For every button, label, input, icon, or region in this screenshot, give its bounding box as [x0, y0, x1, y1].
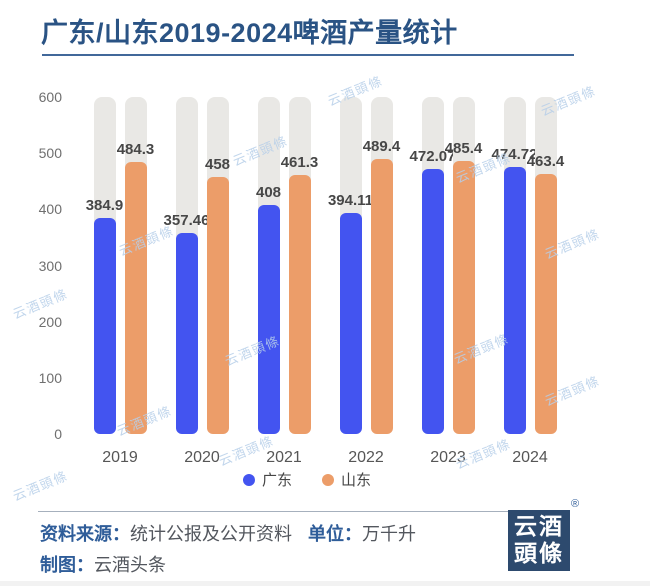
bar-value-label: 484.3	[116, 141, 155, 158]
x-tick-label: 2021	[266, 449, 302, 466]
x-tick-label: 2022	[348, 449, 384, 466]
credit-value: 云酒头条	[94, 555, 166, 575]
bar-shandong	[124, 162, 147, 434]
x-tick-label: 2019	[102, 449, 138, 466]
legend-dot-icon	[242, 473, 255, 486]
y-tick-label: 500	[38, 145, 62, 162]
source-value: 统计公报及公开资料	[130, 524, 292, 544]
title-divider	[42, 54, 574, 56]
legend-item-shandong: 山东	[322, 469, 371, 490]
bar-value-label: 458	[204, 155, 231, 173]
bar-value-label: 463.4	[526, 152, 565, 170]
legend: 广东 山东	[0, 469, 614, 490]
bar-shandong	[370, 159, 393, 434]
bar-guangdong	[339, 212, 362, 434]
bar-shandong	[288, 174, 311, 434]
bar-value-label: 472.07	[409, 147, 456, 165]
legend-dot-icon	[322, 473, 334, 486]
source-label: 资料来源：	[40, 524, 130, 544]
source-row: 资料来源：统计公报及公开资料 单位：万千升	[40, 520, 416, 546]
y-tick-label: 100	[38, 369, 62, 386]
y-tick-label: 400	[38, 201, 62, 218]
unit-label: 单位：	[308, 524, 362, 544]
registered-mark-icon: ®	[571, 498, 580, 510]
logo-text-line1: 云酒	[514, 514, 564, 539]
footer-divider	[38, 511, 508, 512]
bar-value-label: 489.4	[362, 138, 401, 156]
bar-guangdong	[175, 233, 198, 434]
bar-guangdong	[421, 168, 444, 434]
bar-guangdong	[503, 167, 526, 434]
bar-value-label: 408	[255, 183, 282, 201]
bar-value-label: 485.4	[444, 140, 483, 158]
bar-value-label: 357.46	[163, 212, 210, 230]
x-tick-label: 2023	[430, 449, 466, 466]
y-tick-label: 0	[54, 426, 62, 442]
unit-value: 万千升	[362, 524, 416, 544]
y-tick-label: 300	[38, 257, 62, 274]
bar-value-label: 474.72	[491, 146, 538, 164]
page-title: 广东/山东2019-2024啤酒产量统计	[41, 18, 458, 48]
x-tick-label: 2024	[512, 449, 548, 466]
legend-label: 山东	[341, 472, 372, 489]
legend-label: 广东	[261, 472, 292, 489]
logo-text-line2: 頭條	[514, 541, 564, 566]
bar-value-label: 394.11	[327, 191, 374, 209]
x-tick-label: 2020	[184, 449, 220, 466]
bar-shandong	[206, 176, 229, 434]
credit-label: 制图：	[40, 555, 94, 575]
bar-value-label: 461.3	[280, 153, 319, 171]
y-tick-label: 600	[38, 89, 62, 105]
legend-item-guangdong: 广东	[242, 469, 292, 490]
bar-guangdong	[257, 204, 280, 434]
y-tick-label: 200	[38, 313, 62, 330]
bottom-strip	[0, 581, 650, 586]
bar-shandong	[452, 161, 475, 434]
plot-area: 0 100 200 300 400 500 600 384.9 484.3 2019 357.46 4…	[0, 89, 650, 466]
bar-value-label: 384.9	[85, 196, 124, 214]
bar-guangdong	[93, 217, 116, 434]
credit-row: 制图：云酒头条	[40, 551, 166, 577]
brand-logo: 云酒 頭條	[508, 510, 570, 571]
bar-shandong	[534, 173, 557, 434]
